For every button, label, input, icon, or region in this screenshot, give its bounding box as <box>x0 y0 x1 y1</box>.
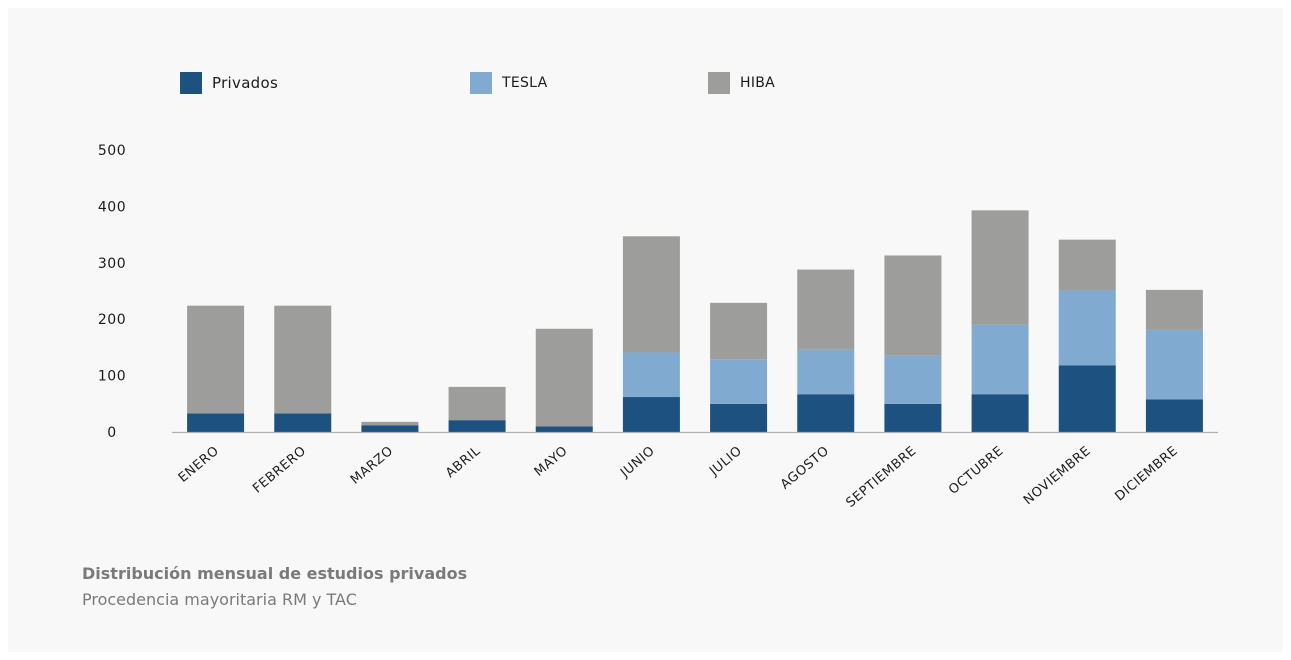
bar-privados-abril <box>448 420 506 432</box>
bar-privados-noviembre <box>1058 365 1116 432</box>
y-tick-label: 500 <box>98 143 126 159</box>
stacked-bar-chart: 0 100 200 300 400 500 ENERO FEBRERO MARZO ABRIL MA… <box>98 143 1218 511</box>
bar-hiba-julio <box>710 302 768 360</box>
legend-swatch-tesla <box>470 72 492 94</box>
y-tick-label: 100 <box>98 369 126 385</box>
x-tick-label: ABRIL <box>443 443 484 481</box>
legend-item-privados: Privados <box>180 70 278 96</box>
bar-hiba-diciembre <box>1145 289 1203 330</box>
bar-privados-agosto <box>797 394 855 432</box>
bar-tesla-junio <box>622 352 680 398</box>
x-tick-label: FEBRERO <box>250 444 309 497</box>
bar-hiba-septiembre <box>884 255 942 356</box>
legend-label-privados: Privados <box>212 74 279 92</box>
legend-swatch-hiba <box>708 72 730 94</box>
bar-hiba-enero <box>187 305 245 414</box>
bar-privados-marzo <box>361 425 419 432</box>
bar-privados-diciembre <box>1145 399 1203 432</box>
bar-hiba-mayo <box>535 328 593 427</box>
bar-hiba-junio <box>622 236 680 353</box>
x-tick-label: OCTUBRE <box>946 444 1007 498</box>
x-tick-label: SEPTIEMBRE <box>843 444 919 511</box>
y-tick-label: 0 <box>107 425 116 441</box>
bar-hiba-abril <box>448 386 506 421</box>
legend-label-hiba: HIBA <box>740 75 776 91</box>
chart-caption-subtitle: Procedencia mayoritaria RM y TAC <box>82 590 357 609</box>
legend-item-hiba: HIBA <box>708 70 775 96</box>
x-tick-label: ENERO <box>176 444 222 486</box>
legend-label-tesla: TESLA <box>502 75 548 91</box>
bar-tesla-septiembre <box>884 355 942 404</box>
y-tick-label: 300 <box>98 256 126 272</box>
bar-privados-octubre <box>971 394 1029 432</box>
y-tick-label: 400 <box>98 199 126 215</box>
x-tick-label: MAYO <box>532 444 571 480</box>
legend-swatch-privados <box>180 72 202 94</box>
bar-tesla-agosto <box>797 349 855 395</box>
x-tick-label: AGOSTO <box>778 444 832 493</box>
x-tick-label: JULIO <box>706 444 745 480</box>
y-tick-label: 200 <box>98 312 126 328</box>
bar-tesla-julio <box>710 359 768 404</box>
bar-tesla-noviembre <box>1058 290 1116 366</box>
bar-privados-julio <box>710 403 768 432</box>
bar-hiba-febrero <box>274 305 332 414</box>
bar-privados-febrero <box>274 413 332 432</box>
bar-privados-junio <box>622 397 680 432</box>
chart-caption-title: Distribución mensual de estudios privado… <box>82 564 468 583</box>
x-tick-label: JUNIO <box>617 444 658 482</box>
bar-hiba-agosto <box>797 269 855 350</box>
bar-privados-mayo <box>535 426 593 432</box>
bar-tesla-diciembre <box>1145 329 1203 400</box>
bar-hiba-marzo <box>361 421 419 426</box>
bar-privados-septiembre <box>884 403 942 432</box>
bar-hiba-octubre <box>971 210 1029 325</box>
x-tick-label: NOVIEMBRE <box>1021 444 1094 509</box>
bar-tesla-octubre <box>971 324 1029 395</box>
x-tick-label: DICIEMBRE <box>1112 444 1181 505</box>
x-tick-label: MARZO <box>348 444 397 488</box>
bar-hiba-noviembre <box>1058 239 1116 291</box>
bar-privados-enero <box>187 413 245 432</box>
legend-item-tesla: TESLA <box>470 70 547 96</box>
